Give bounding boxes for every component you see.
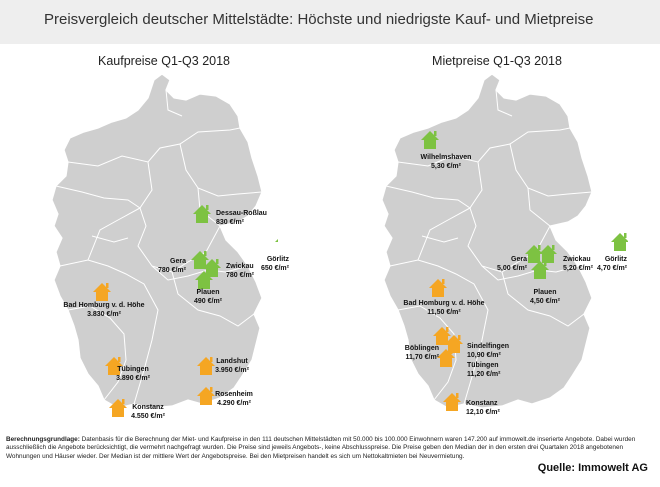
miet-label-konstanz: Konstanz 12,10 €/m² [466,400,500,416]
title-bar: Preisvergleich deutscher Mittelstädte: H… [0,0,660,44]
miet-label-boeblingen: Böblingen 11,70 €/m² [404,345,439,361]
footnote-text: Datenbasis für die Berechnung der Miet- … [6,436,636,460]
miet-label-goerlitz: Görlitz 4,70 €/m² [597,256,627,272]
page-title: Preisvergleich deutscher Mittelstädte: H… [44,11,594,28]
kauf-label-dessau: Dessau-Roßlau 830 €/m² [216,210,267,226]
miet-label-sindelfingen: Sindelfingen 10,90 €/m² [467,343,509,359]
miet-label-badhomburg: Bad Homburg v. d. Höhe 11,50 €/m² [403,300,485,316]
kauf-label-rosenheim: Rosenheim 4.290 €/m² [215,391,253,407]
kauf-label-plauen: Plauen 490 €/m² [193,289,223,305]
kauf-label-goerlitz: Görlitz 650 €/m² [260,256,289,272]
house-icon [611,233,628,251]
kauf-label-konstanz: Konstanz 4.550 €/m² [131,404,165,420]
kauf-label-tuebingen: Tübingen 3.890 €/m² [116,366,150,382]
miet-label-zwickau: Zwickau 5,20 €/m² [563,256,593,272]
kauf-map-subtitle: Kaufpreise Q1-Q3 2018 [97,54,231,68]
kauf-label-badhomburg: Bad Homburg v. d. Höhe 3.830 €/m² [63,302,145,318]
footnote: Berechnungsgrundlage: Datenbasis für die… [6,436,656,461]
miet-label-wilhelmshaven: Wilhelmshaven 5,30 €/m² [420,154,472,170]
miet-germany-map [381,73,628,411]
miet-label-plauen: Plauen 4,50 €/m² [530,289,560,305]
miet-label-tuebingen: Tübingen 11,20 €/m² [467,362,501,378]
house-icon [275,233,278,251]
source-credit: Quelle: Immowelt AG [537,462,648,474]
miet-label-gera: Gera 5,00 €/m² [497,256,527,272]
miet-map-subtitle: Mietpreise Q1-Q3 2018 [432,54,562,68]
kauf-label-landshut: Landshut 3.950 €/m² [215,358,249,374]
kauf-label-zwickau: Zwickau 780 €/m² [226,263,255,279]
kauf-label-gera: Gera 780 €/m² [157,258,186,274]
footnote-label: Berechnungsgrundlage: [6,436,80,443]
